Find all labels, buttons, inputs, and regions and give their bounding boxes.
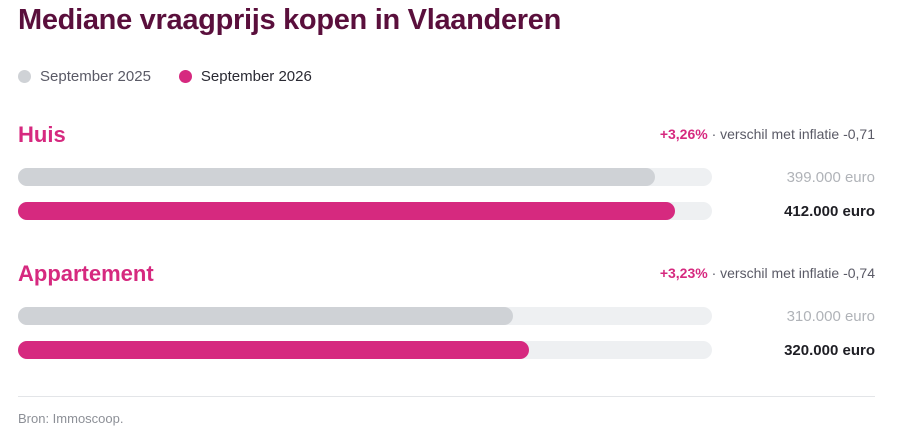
- bar-track: [18, 307, 712, 325]
- legend: September 2025 September 2026: [18, 68, 340, 85]
- value-label-appartement-september-2026: 320.000 euro: [784, 342, 875, 359]
- bar-huis-september-2025: [18, 168, 655, 186]
- legend-item-previous: September 2025: [18, 68, 151, 85]
- bar-track: [18, 168, 712, 186]
- bar-huis-september-2026: [18, 202, 675, 220]
- legend-label-previous: September 2025: [40, 68, 151, 85]
- change-percentage: +3,23%: [659, 265, 708, 281]
- bar-track: [18, 341, 712, 359]
- legend-dot-current: [178, 70, 192, 83]
- inflation-note: · verschil met inflatie -0,71: [707, 126, 875, 142]
- divider: [18, 396, 875, 397]
- inflation-note: · verschil met inflatie -0,74: [707, 265, 875, 281]
- value-label-appartement-september-2025: 310.000 euro: [786, 308, 875, 325]
- bar-track: [18, 202, 712, 220]
- bar-appartement-september-2026: [18, 341, 529, 359]
- value-label-huis-september-2026: 412.000 euro: [784, 203, 875, 220]
- value-label-huis-september-2025: 399.000 euro: [786, 169, 875, 186]
- category-label: Appartement: [18, 261, 154, 286]
- bar-appartement-september-2025: [18, 307, 513, 325]
- change-percentage: +3,26%: [659, 126, 708, 142]
- category-label: Huis: [18, 122, 66, 147]
- category-group-appartement: Appartement +3,23% · verschil met inflat…: [18, 261, 875, 381]
- category-group-huis: Huis +3,26% · verschil met inflatie -0,7…: [18, 122, 875, 242]
- legend-label-current: September 2026: [200, 68, 312, 85]
- legend-item-current: September 2026: [178, 68, 312, 85]
- chart-title: Mediane vraagprijs kopen in Vlaanderen: [18, 4, 561, 36]
- legend-dot-previous: [18, 70, 31, 83]
- change-annotation: +3,23% · verschil met inflatie -0,74: [660, 265, 875, 281]
- change-annotation: +3,26% · verschil met inflatie -0,71: [660, 126, 875, 142]
- source-note: Bron: Immoscoop.: [18, 411, 124, 426]
